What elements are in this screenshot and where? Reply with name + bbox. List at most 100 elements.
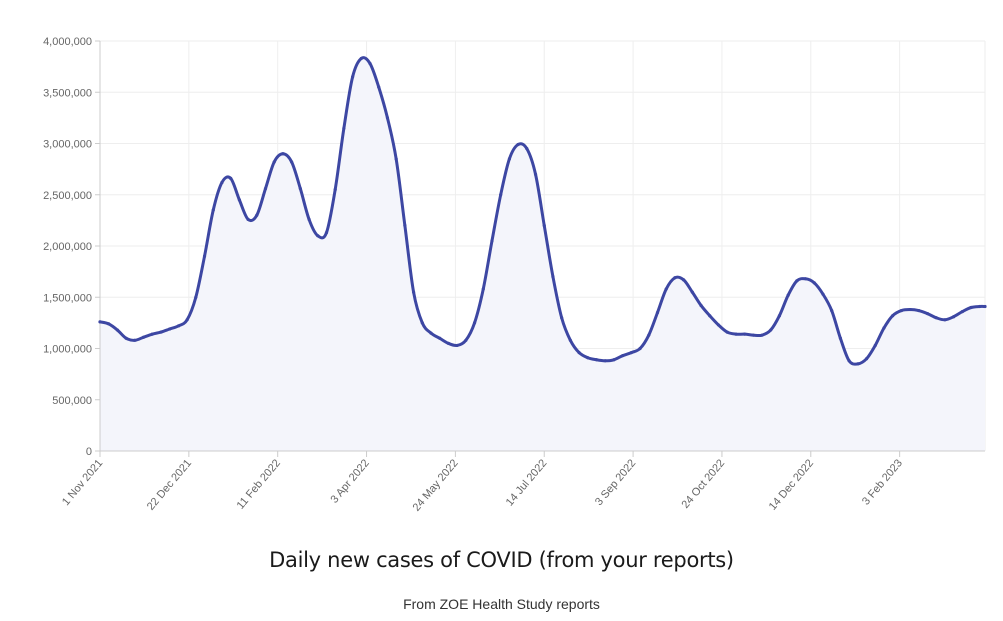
data-point (621, 354, 625, 358)
data-point (220, 180, 224, 185)
data-point (438, 336, 442, 340)
chart-title: Daily new cases of COVID (from your repo… (269, 548, 734, 572)
data-point (202, 254, 207, 258)
data-point (533, 172, 538, 176)
data-point (263, 187, 268, 191)
data-point (141, 335, 146, 339)
data-point (185, 318, 189, 322)
data-point (516, 142, 520, 147)
data-point (803, 277, 808, 281)
x-tick-label: 22 Dec 2021 (145, 457, 194, 513)
data-point (351, 75, 355, 79)
data-point (107, 322, 111, 326)
data-point (176, 324, 180, 328)
data-point (324, 231, 329, 235)
data-point (568, 338, 572, 342)
data-point (98, 320, 102, 324)
x-tick-label: 24 May 2022 (411, 457, 461, 513)
data-point (237, 198, 241, 202)
data-point (786, 293, 790, 297)
data-point (655, 311, 660, 315)
data-point (446, 341, 451, 345)
data-point (769, 328, 773, 332)
y-axis-ticks: 0 500,000 1,000,000 1,500,000 2,000,000 2,500… (43, 36, 92, 458)
data-point (978, 304, 982, 309)
data-point (464, 338, 468, 342)
data-point (499, 193, 503, 197)
data-point (708, 314, 712, 318)
x-tick-label: 14 Jul 2022 (504, 457, 550, 508)
y-tick-label: 3,500,000 (43, 87, 92, 99)
data-point (847, 359, 851, 363)
data-point (960, 310, 964, 314)
data-point (760, 333, 764, 337)
data-point (891, 314, 895, 318)
data-point (133, 338, 137, 342)
chart: 0 500,000 1,000,000 1,500,000 2,000,000 2,500… (43, 36, 987, 514)
y-tick-label: 2,500,000 (43, 190, 92, 202)
area-fill (100, 57, 985, 452)
x-tick-label: 11 Feb 2022 (235, 457, 283, 511)
y-tick-label: 1,000,000 (43, 344, 92, 356)
data-point (255, 213, 259, 217)
data-point (542, 223, 546, 228)
data-point (682, 278, 686, 282)
data-point (873, 343, 877, 348)
data-point (664, 287, 668, 291)
data-point (838, 336, 843, 340)
data-point (725, 330, 729, 334)
data-point (490, 239, 494, 243)
data-point (420, 321, 424, 325)
data-point (716, 323, 721, 327)
data-point (316, 234, 320, 238)
data-point (586, 356, 590, 360)
y-tick-label: 1,500,000 (43, 292, 92, 304)
y-tick-label: 500,000 (52, 395, 92, 407)
data-point (864, 357, 869, 361)
data-point (211, 208, 215, 212)
data-point (943, 318, 947, 322)
data-point (429, 331, 433, 335)
data-point (934, 316, 938, 320)
data-point (394, 157, 398, 161)
data-point (603, 359, 607, 363)
data-point (577, 351, 581, 355)
data-point (983, 304, 987, 309)
chart-plot: 0 500,000 1,000,000 1,500,000 2,000,000 2,500… (43, 36, 987, 514)
data-point (333, 188, 337, 192)
data-point (455, 343, 459, 348)
data-point (403, 223, 407, 228)
data-point (812, 281, 816, 285)
x-tick-label: 3 Feb 2023 (860, 457, 905, 507)
data-point (560, 316, 564, 320)
data-point (594, 358, 599, 362)
data-point (917, 308, 921, 313)
data-point (830, 308, 834, 313)
data-point (612, 358, 616, 362)
data-point (411, 290, 416, 294)
x-tick-label: 1 Nov 2021 (60, 457, 105, 508)
data-point (673, 276, 677, 280)
x-tick-label: 24 Oct 2022 (680, 457, 728, 511)
data-point (647, 333, 651, 337)
data-point (290, 160, 294, 164)
data-point (734, 332, 738, 336)
data-point (115, 328, 120, 332)
data-point (246, 217, 250, 221)
series-area (100, 57, 985, 452)
data-point (150, 332, 154, 336)
series-points (98, 56, 987, 366)
data-point (168, 327, 172, 331)
data-point (952, 315, 956, 319)
data-point (795, 279, 799, 283)
data-point (908, 307, 912, 312)
data-point (342, 126, 346, 130)
data-point (742, 332, 747, 336)
data-point (821, 292, 825, 296)
data-point (194, 295, 198, 299)
data-point (377, 85, 381, 89)
data-point (368, 61, 372, 66)
data-point (272, 160, 276, 164)
data-point (307, 217, 311, 221)
chart-subtitle: From ZOE Health Study reports (403, 596, 600, 612)
